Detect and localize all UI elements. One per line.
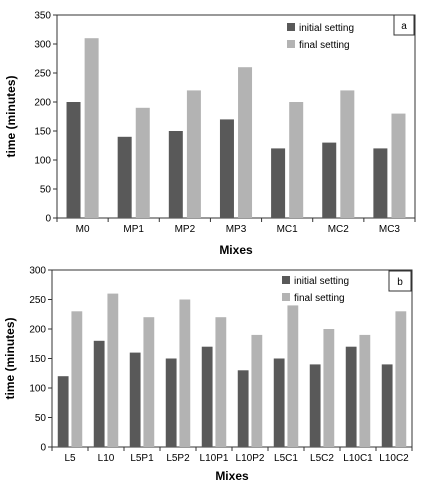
- chart1-panel-tag-box: [393, 14, 415, 36]
- chart1-bar-initial: [322, 142, 337, 218]
- chart2-bar-initial: [57, 376, 69, 447]
- chart2-bar-initial: [93, 340, 105, 447]
- chart1-bar-final: [135, 107, 150, 218]
- chart1-bar-final: [391, 113, 406, 218]
- chart2-x-tick-label: L10C2: [379, 453, 409, 464]
- chart1-panel-tag: a: [401, 21, 407, 32]
- chart2-legend-entry: final setting: [294, 293, 345, 304]
- chart2-x-tick-label: L10P2: [236, 453, 265, 464]
- chart2-y-tick-label: 300: [29, 266, 46, 277]
- chart2-x-axis-title: Mixes: [215, 469, 249, 483]
- chart2-bar-final: [215, 317, 227, 447]
- chart2-y-tick-label: 150: [29, 354, 46, 365]
- chart1-y-tick-label: 200: [34, 98, 51, 109]
- chart1-y-tick-label: 50: [40, 185, 52, 196]
- chart1-bar-initial: [66, 102, 81, 218]
- chart2-bar-final: [107, 293, 119, 447]
- chart2-bar-initial: [165, 358, 177, 447]
- chart1-bar-final: [238, 67, 253, 218]
- chart1-legend-entry: final setting: [299, 40, 350, 51]
- chart2-legend-swatch: [282, 276, 290, 284]
- chart2-bar-initial: [309, 364, 321, 447]
- chart1-x-axis-title: Mixes: [219, 243, 253, 257]
- chart1-y-tick-label: 150: [34, 127, 51, 138]
- chart2-legend-swatch: [282, 293, 290, 301]
- chart2-bar-final: [143, 317, 155, 447]
- chart2-x-tick-label: L5C1: [274, 453, 298, 464]
- chart1-x-tick-label: MC2: [328, 224, 350, 235]
- chart1-x-tick-label: MC3: [379, 224, 401, 235]
- chart2-y-tick-label: 100: [29, 384, 46, 395]
- chart1-bar-initial: [271, 148, 286, 218]
- chart2-y-tick-label: 250: [29, 295, 46, 306]
- chart2-x-tick-label: L5P2: [166, 453, 190, 464]
- chart1-bar-initial: [219, 119, 234, 218]
- chart1-bar-initial: [373, 148, 388, 218]
- chart2-x-tick-label: L10P1: [200, 453, 229, 464]
- chart2-x-tick-label: L10C1: [343, 453, 373, 464]
- chart1-x-tick-label: MP1: [123, 224, 144, 235]
- chart2-y-tick-label: 50: [35, 413, 47, 424]
- chart1-x-tick-label: M0: [76, 224, 90, 235]
- chart1-bar-final: [340, 90, 355, 218]
- chart2-bar-final: [287, 305, 299, 447]
- chart1-bar-final: [84, 38, 99, 219]
- chart1-legend-swatch: [287, 40, 295, 48]
- chart1-bar-initial: [168, 131, 183, 218]
- chart2-x-tick-label: L10: [98, 453, 115, 464]
- chart2-bar-initial: [201, 346, 213, 447]
- chart2-bar-final: [395, 311, 407, 447]
- chart2-y-tick-label: 0: [40, 443, 46, 454]
- chart1-x-tick-label: MC1: [277, 224, 299, 235]
- chart1-y-tick-label: 350: [34, 11, 51, 22]
- chart1-bar-initial: [117, 136, 132, 218]
- chart1-y-tick-label: 300: [34, 40, 51, 51]
- chart1-y-axis-title: time (minutes): [4, 75, 18, 157]
- chart2-y-tick-label: 200: [29, 325, 46, 336]
- chart2-bar-final: [359, 334, 371, 447]
- chart2-x-tick-label: L5P1: [130, 453, 154, 464]
- chart1-plot-frame: [56, 14, 416, 219]
- chart2-panel-tag-box: [388, 270, 412, 292]
- chart1-legend-entry: initial setting: [299, 23, 354, 34]
- chart2-bar-initial: [129, 352, 141, 447]
- chart1-legend-swatch: [287, 23, 295, 31]
- chart2-bar-final: [179, 299, 191, 447]
- chart2-panel-tag: b: [397, 277, 403, 288]
- chart1-x-tick-label: MP3: [226, 224, 247, 235]
- chart2-bar-initial: [237, 370, 249, 447]
- chart1-x-tick-label: MP2: [175, 224, 196, 235]
- chart2-x-tick-label: L5: [64, 453, 76, 464]
- chart2-y-axis-title: time (minutes): [3, 317, 17, 399]
- chart2-bar-initial: [345, 346, 357, 447]
- chart2-bar-initial: [381, 364, 393, 447]
- chart2-bar-final: [251, 334, 263, 447]
- chart2-legend-entry: initial setting: [294, 276, 349, 287]
- chart1-y-tick-label: 250: [34, 69, 51, 80]
- chart2-plot-frame: [51, 269, 413, 448]
- chart2-x-tick-label: L5C2: [310, 453, 334, 464]
- chart1-bar-final: [186, 90, 201, 218]
- chart1-bar-final: [289, 102, 304, 218]
- chart1-y-tick-label: 100: [34, 156, 51, 167]
- chart2-bar-initial: [273, 358, 285, 447]
- chart2-bar-final: [71, 311, 83, 447]
- chart2-bar-final: [323, 329, 335, 447]
- chart1-y-tick-label: 0: [45, 214, 51, 225]
